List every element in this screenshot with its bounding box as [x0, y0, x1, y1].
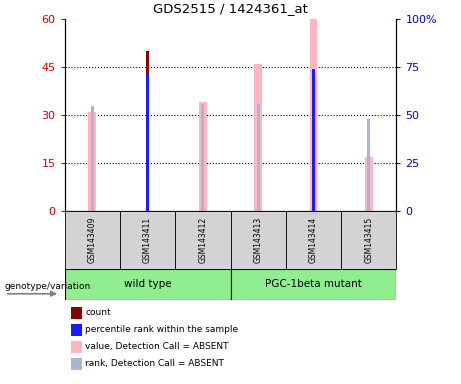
- Text: PGC-1beta mutant: PGC-1beta mutant: [265, 279, 362, 289]
- Bar: [89, 112, 96, 211]
- Bar: [146, 51, 149, 211]
- Bar: [254, 64, 262, 211]
- Text: percentile rank within the sample: percentile rank within the sample: [85, 325, 238, 334]
- Bar: [310, 19, 317, 211]
- Text: GSM143414: GSM143414: [309, 217, 318, 263]
- Text: value, Detection Call = ABSENT: value, Detection Call = ABSENT: [85, 342, 229, 351]
- Text: GSM143411: GSM143411: [143, 217, 152, 263]
- Title: GDS2515 / 1424361_at: GDS2515 / 1424361_at: [153, 2, 308, 15]
- Bar: [146, 73, 149, 211]
- Text: GSM143415: GSM143415: [364, 217, 373, 263]
- Text: GSM143409: GSM143409: [88, 217, 97, 263]
- Text: genotype/variation: genotype/variation: [5, 281, 91, 291]
- Text: wild type: wild type: [124, 279, 171, 289]
- Bar: [312, 69, 315, 211]
- Bar: [286, 211, 341, 269]
- Bar: [175, 211, 230, 269]
- Bar: [91, 106, 94, 211]
- Bar: [341, 211, 396, 269]
- Bar: [199, 103, 207, 211]
- Bar: [230, 211, 286, 269]
- Bar: [65, 269, 230, 300]
- Bar: [65, 211, 120, 269]
- Bar: [367, 119, 370, 211]
- Bar: [365, 157, 372, 211]
- Bar: [120, 211, 175, 269]
- Text: rank, Detection Call = ABSENT: rank, Detection Call = ABSENT: [85, 359, 224, 368]
- Text: count: count: [85, 308, 111, 318]
- Text: GSM143413: GSM143413: [254, 217, 263, 263]
- Bar: [257, 104, 260, 211]
- Text: GSM143412: GSM143412: [198, 217, 207, 263]
- Bar: [201, 104, 204, 211]
- Bar: [230, 269, 396, 300]
